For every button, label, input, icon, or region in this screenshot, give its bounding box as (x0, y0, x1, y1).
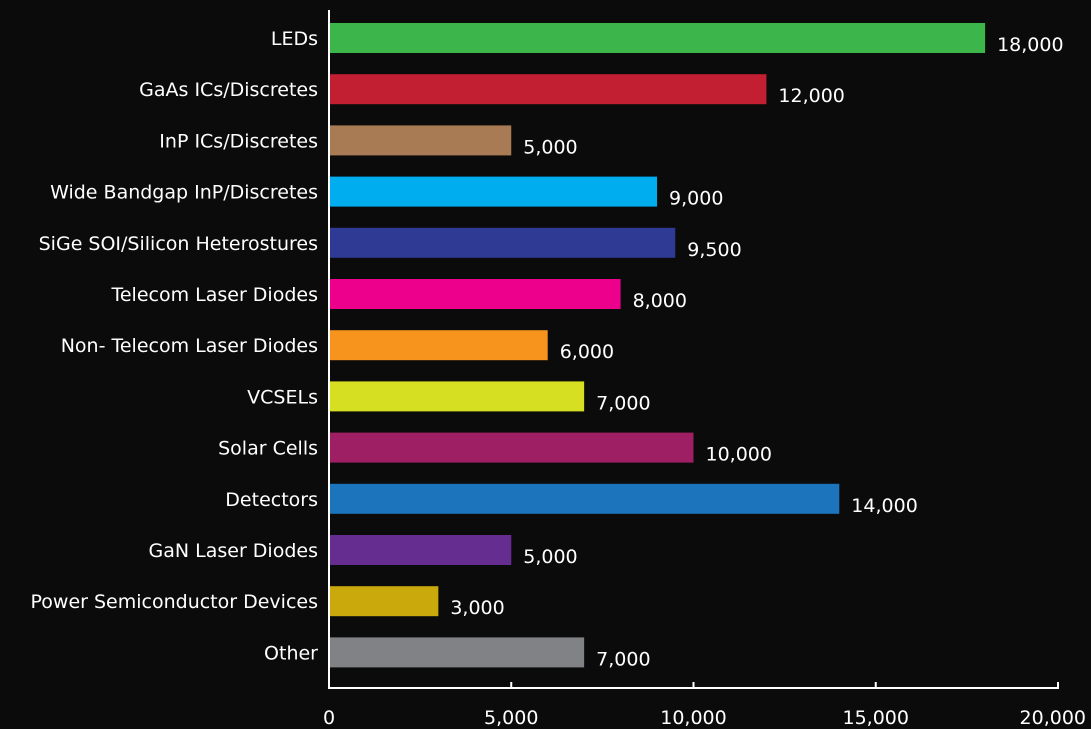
bar (329, 432, 694, 463)
category-label: InP ICs/Discretes (159, 130, 318, 152)
x-tick-label: 0 (323, 707, 335, 729)
bar (329, 535, 512, 565)
data-label: 14,000 (851, 495, 917, 517)
data-label: 7,000 (596, 648, 650, 670)
data-label: 8,000 (633, 290, 687, 312)
x-tick-label: 20,000 (1020, 707, 1086, 729)
category-label: Power Semiconductor Devices (31, 591, 319, 613)
category-label: GaAs ICs/Discretes (139, 79, 318, 101)
category-label: SiGe SOI/Silicon Heterostures (39, 233, 318, 255)
bar (329, 483, 840, 514)
bars-layer (329, 23, 986, 668)
bar (329, 279, 621, 309)
data-label: 6,000 (560, 341, 614, 363)
x-tick-label: 15,000 (843, 707, 909, 729)
category-label: Detectors (225, 489, 318, 511)
bar (329, 227, 676, 258)
category-label: VCSELs (247, 386, 318, 408)
x-tick-label: 10,000 (660, 707, 726, 729)
category-label: Telecom Laser Diodes (110, 284, 318, 306)
bar (329, 176, 658, 207)
data-label: 7,000 (596, 392, 650, 414)
data-label: 9,000 (669, 188, 723, 210)
x-axis: 0 5,000 10,000 15,000 20,000 (323, 10, 1086, 729)
bar (329, 637, 585, 668)
bar (329, 586, 439, 617)
x-tick-label: 5,000 (484, 707, 538, 729)
category-label: GaN Laser Diodes (149, 540, 318, 562)
data-label: 5,000 (523, 136, 577, 158)
category-labels: LEDs GaAs ICs/Discretes InP ICs/Discretes W… (31, 28, 319, 664)
category-label: Non- Telecom Laser Diodes (61, 335, 318, 357)
data-label: 5,000 (523, 546, 577, 568)
bar (329, 23, 986, 53)
bar (329, 381, 585, 412)
value-labels: 18,000 12,000 5,000 9,000 9,500 8,000 6,000 7,0… (450, 34, 1063, 670)
category-label: Wide Bandgap InP/Discretes (50, 182, 318, 204)
category-label: Solar Cells (218, 438, 318, 460)
category-label: Other (264, 642, 318, 664)
data-label: 10,000 (706, 444, 772, 466)
data-label: 9,500 (687, 239, 741, 261)
bar (329, 330, 548, 361)
bar (329, 125, 512, 156)
data-label: 12,000 (778, 85, 844, 107)
data-label: 18,000 (997, 34, 1063, 56)
data-label: 3,000 (450, 597, 504, 619)
category-label: LEDs (271, 28, 318, 50)
bar (329, 74, 767, 105)
